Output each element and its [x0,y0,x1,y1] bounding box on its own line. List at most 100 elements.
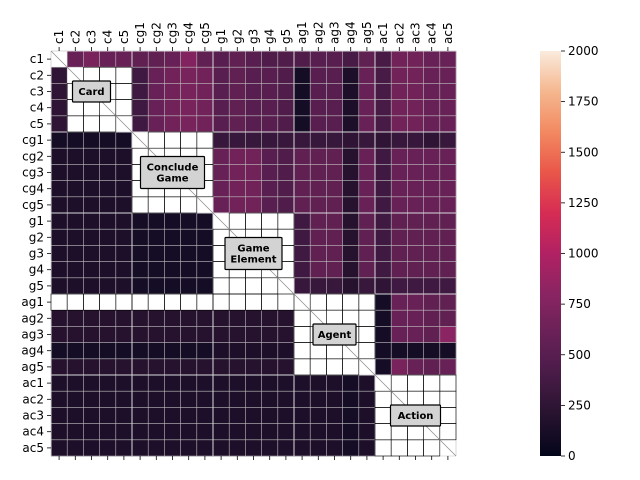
heatmap-cell-g4-c2 [67,261,84,279]
heatmap-cell-ag5-ac4 [423,358,441,376]
heatmap-cell-g1-g4 [261,213,279,230]
heatmap-cell-ag1-ag2 [310,294,327,311]
heatmap-cell-g1-cg2 [148,213,165,230]
heatmap-cell-ag5-ag3 [326,358,343,376]
x-axis-top: c1 c2 c3 c4 c5 cg1 cg2 cg3 cg4 cg5 g1 g2 g3 g4 g5 ag1 ag… [52,21,455,51]
heatmap-cell-c1-c2 [67,51,84,68]
heatmap-cell-g2-ag5 [358,229,376,246]
heatmap-cell-g5-ag2 [310,277,327,295]
heatmap-cell-ac1-cg3 [164,375,181,392]
heatmap-cell-cg5-ag2 [310,196,327,214]
heatmap-cell-ac1-c4 [99,375,117,392]
heatmap-cell-c2-ag2 [310,67,327,84]
heatmap-cell-ac4-c2 [67,423,84,441]
heatmap-cell-g3-c1 [51,245,68,262]
heatmap-cell-cg2-c5 [115,148,133,165]
heatmap-cell-g2-ac3 [407,229,424,246]
heatmap-cell-c1-ac5 [439,51,457,68]
heatmap-cell-c2-c1 [51,67,68,84]
group-label-0: Card [71,80,112,103]
heatmap-cell-cg5-c2 [67,196,84,214]
heatmap-cell-cg4-c4 [99,180,117,198]
y-tick-label-c3: c3 [30,85,44,99]
heatmap-cell-ag5-g5 [277,358,295,376]
x-tick-label-cg2: cg2 [149,22,163,44]
heatmap-cell-ag3-cg5 [196,326,214,343]
heatmap-cell-ag2-cg3 [164,310,181,327]
y-tick-label-g1: g1 [29,214,44,228]
heatmap-cell-cg3-ac4 [423,164,441,181]
heatmap-cell-g4-c1 [51,261,68,279]
heatmap-cell-cg5-c1 [51,196,68,214]
heatmap-cell-ac4-g3 [245,423,262,441]
y-tick-label-ac4: ac4 [22,425,44,439]
x-tick-label-ag4: ag4 [344,21,358,44]
heatmap-cell-g1-c3 [83,213,100,230]
heatmap-cell-ag4-ag2 [310,342,327,360]
heatmap-cell-ac2-ac1 [375,391,392,408]
heatmap-cell-c4-ac2 [391,99,408,117]
heatmap-cell-ag2-c4 [99,310,117,327]
heatmap-cell-c1-ac3 [407,51,424,68]
y-tick-label-g3: g3 [29,247,44,261]
heatmap-cell-ac2-g1 [213,391,230,408]
heatmap-cell-g3-ac5 [439,245,457,262]
heatmap-cell-g1-ag1 [294,213,311,230]
heatmap-cell-c3-g5 [277,83,295,100]
heatmap-cell-g4-ac4 [423,261,441,279]
heatmap-cell-ac5-ac1 [375,439,392,457]
heatmap-cell-ac3-c1 [51,407,68,424]
heatmap-cell-ag3-ac1 [375,326,392,343]
heatmap-cell-cg1-ac2 [391,132,408,149]
heatmap-cell-g1-g5 [277,213,295,230]
heatmap-cell-g5-g1 [213,277,230,295]
heatmap-cell-c4-ag4 [342,99,360,117]
heatmap-cell-ag3-ac4 [423,326,441,343]
heatmap-cell-ac3-g4 [261,407,279,424]
heatmap-cell-ag3-cg4 [180,326,198,343]
heatmap-cell-ac3-ac1 [375,407,392,424]
heatmap-cell-cg1-ac5 [439,132,457,149]
heatmap-cell-cg5-g5 [277,196,295,214]
y-axis: c1 c2 c3 c4 c5 cg1 cg2 cg3 cg4 cg5 g1 g2 g3 g4 g5 ag1 ag… [21,52,51,455]
heatmap-cell-cg2-c4 [99,148,117,165]
heatmap-cell-ag3-g3 [245,326,262,343]
x-tick-label-cg4: cg4 [182,22,196,44]
heatmap-cell-ac1-ac4 [423,375,441,392]
heatmap-cell-ac1-g1 [213,375,230,392]
heatmap-cell-c5-c4 [99,115,117,133]
y-tick-label-c1: c1 [30,52,44,66]
heatmap-cell-cg1-ag5 [358,132,376,149]
heatmap-cell-c2-ag1 [294,67,311,84]
heatmap-cell-ac3-cg2 [148,407,165,424]
y-tick-label-ag4: ag4 [21,344,44,358]
heatmap-cell-ac4-ac1 [375,423,392,441]
heatmap-cell-c3-g1 [213,83,230,100]
y-tick-label-ac1: ac1 [22,376,44,390]
heatmap-cell-c2-g2 [229,67,246,84]
heatmap-cell-ac3-ag4 [342,407,360,424]
heatmap-cell-ag3-ag5 [358,326,376,343]
heatmap-cell-ac2-ag5 [358,391,376,408]
heatmap-cell-c2-ac1 [375,67,392,84]
x-axis-bottom [58,456,449,460]
heatmap-cell-ac2-g2 [229,391,246,408]
heatmap-cell-ac1-ag1 [294,375,311,392]
heatmap-cell-g1-ac4 [423,213,441,230]
heatmap-cell-c3-cg4 [180,83,198,100]
heatmap-cell-ac2-ag2 [310,391,327,408]
heatmap-cell-c3-ac4 [423,83,441,100]
heatmap-cell-ac5-g4 [261,439,279,457]
heatmap-cell-c1-ag2 [310,51,327,68]
heatmap-cell-ac1-ag2 [310,375,327,392]
heatmap-cell-g5-cg2 [148,277,165,295]
group-label-text: Action [398,411,434,422]
group-label-text: Agent [318,330,352,341]
heatmap-cell-cg5-c5 [115,196,133,214]
heatmap-cell-cg4-g5 [277,180,295,198]
y-tick-label-c5: c5 [30,117,44,131]
heatmap-cell-c2-cg4 [180,67,198,84]
heatmap-cell-c3-ac1 [375,83,392,100]
heatmap-cell-c1-cg3 [164,51,181,68]
heatmap-cell-cg4-ag4 [342,180,360,198]
